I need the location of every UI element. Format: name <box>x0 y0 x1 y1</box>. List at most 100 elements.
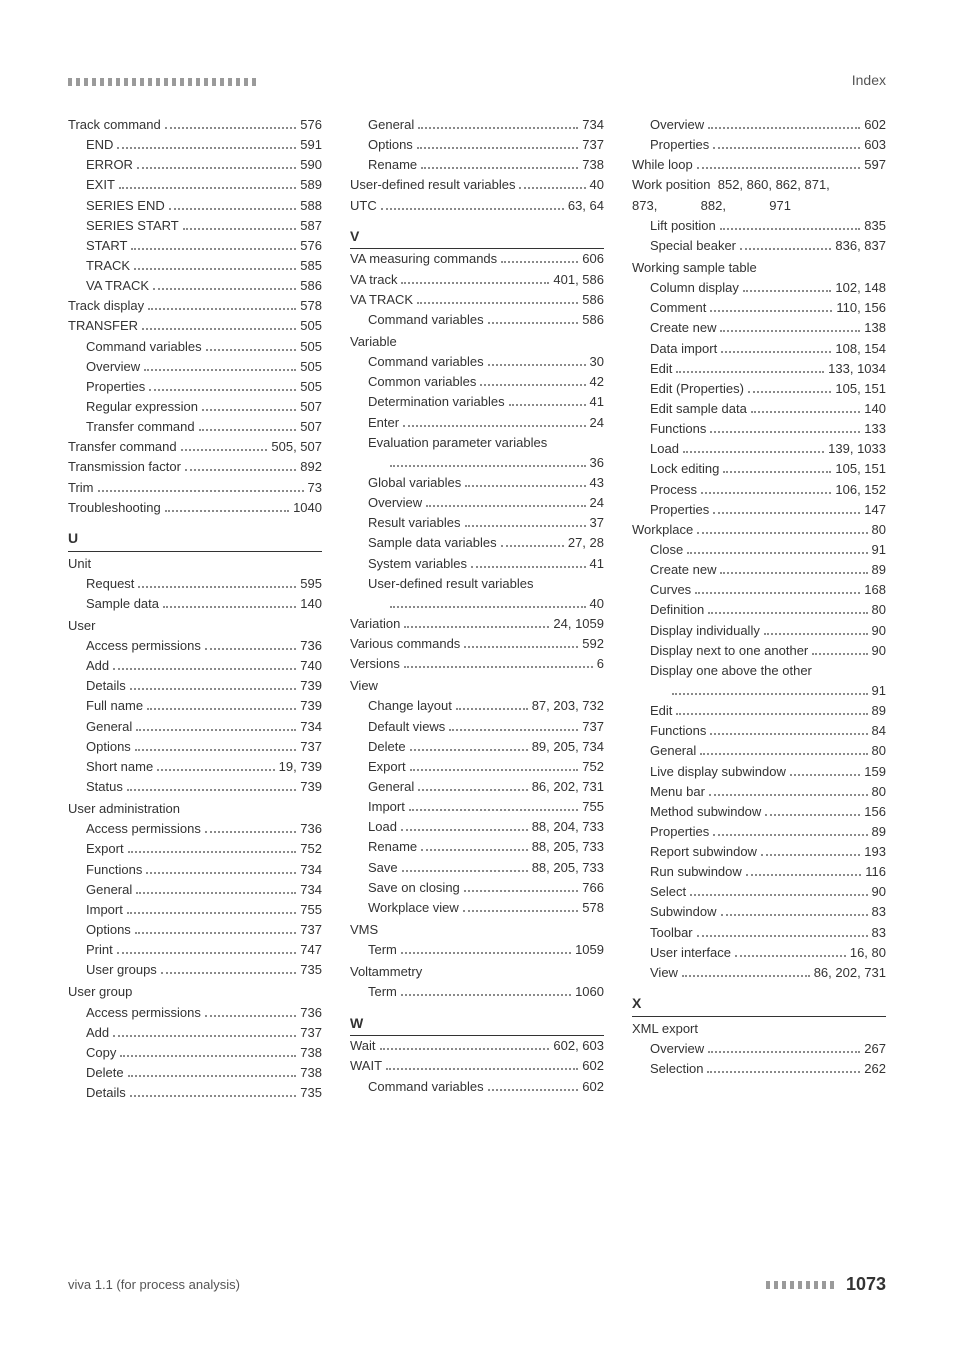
index-entry-page: 892 <box>300 457 322 477</box>
leader-dots <box>401 829 528 831</box>
index-entry-label: Trim <box>68 478 94 498</box>
leader-dots <box>812 653 867 655</box>
index-entry-page: 83 <box>872 902 886 922</box>
index-entry-label: Rename <box>368 155 417 175</box>
index-entry-label: Request <box>86 574 134 594</box>
leader-dots <box>710 733 867 735</box>
index-entry-page: 602 <box>582 1077 604 1097</box>
leader-dots <box>710 431 860 433</box>
index-entry-page: 737 <box>300 1023 322 1043</box>
index-entry: Copy738 <box>68 1043 322 1063</box>
index-entry: Overview505 <box>68 357 322 377</box>
index-entry-page: 106, 152 <box>835 480 886 500</box>
index-entry-label: Copy <box>86 1043 116 1063</box>
index-entry: Functions734 <box>68 860 322 880</box>
index-entry-label: Command variables <box>368 310 484 330</box>
index-entry: Live display subwindow159 <box>632 762 886 782</box>
index-entry-page: 738 <box>582 155 604 175</box>
index-entry-page: 835 <box>864 216 886 236</box>
index-entry-page: 736 <box>300 819 322 839</box>
leader-dots <box>488 364 586 366</box>
index-entry: VA measuring commands606 <box>350 249 604 269</box>
index-entry: Troubleshooting1040 <box>68 498 322 518</box>
leader-dots <box>700 753 867 755</box>
index-entry-label: Full name <box>86 696 143 716</box>
index-entry-page: 88, 205, 733 <box>532 837 604 857</box>
leader-dots <box>119 187 296 189</box>
index-entry-page: 80 <box>872 520 886 540</box>
leader-dots <box>708 1051 860 1053</box>
index-entry-page: 90 <box>872 641 886 661</box>
index-entry: END591 <box>68 135 322 155</box>
index-entry: Edit sample data140 <box>632 399 886 419</box>
index-entry: Export752 <box>68 839 322 859</box>
leader-dots <box>134 268 296 270</box>
index-entry: Edit89 <box>632 701 886 721</box>
index-entry-label: Menu bar <box>650 782 705 802</box>
index-entry-page: 105, 151 <box>835 379 886 399</box>
index-entry: General734 <box>350 115 604 135</box>
index-entry-page: 140 <box>300 594 322 614</box>
leader-dots <box>403 425 585 427</box>
index-entry: Full name739 <box>68 696 322 716</box>
leader-dots <box>199 429 297 431</box>
page-number: 1073 <box>846 1274 886 1295</box>
leader-dots <box>740 248 831 250</box>
index-entry: Toolbar83 <box>632 923 886 943</box>
leader-dots <box>708 612 867 614</box>
index-entry: User groups735 <box>68 960 322 980</box>
index-entry: Workplace view578 <box>350 898 604 918</box>
index-entry-page: 88, 204, 733 <box>532 817 604 837</box>
index-entry-label: Short name <box>86 757 153 777</box>
index-entry-label: UTC <box>350 196 377 216</box>
index-entry-page: 505 <box>300 316 322 336</box>
leader-dots <box>421 849 528 851</box>
index-entry-label: Load <box>650 439 679 459</box>
index-entry: SERIES START587 <box>68 216 322 236</box>
index-entry-page: 19, 739 <box>279 757 322 777</box>
index-entry-label: Edit <box>650 359 672 379</box>
index-entry: Special beaker836, 837 <box>632 236 886 256</box>
index-entry-page: 602 <box>582 1056 604 1076</box>
leader-dots <box>713 512 860 514</box>
index-entry: Workplace80 <box>632 520 886 540</box>
index-entry: Details735 <box>68 1083 322 1103</box>
leader-dots <box>147 708 296 710</box>
index-entry-page: 139, 1033 <box>828 439 886 459</box>
index-entry-label: Evaluation parameter variables <box>350 433 604 453</box>
index-entry-page: 766 <box>582 878 604 898</box>
index-entry: Lock editing105, 151 <box>632 459 886 479</box>
index-entry-page: 91 <box>872 540 886 560</box>
index-entry-page: 89 <box>872 701 886 721</box>
index-entry-page: 116 <box>865 862 886 882</box>
index-entry-page: 89 <box>872 560 886 580</box>
index-entry: WAIT602 <box>350 1056 604 1076</box>
leader-dots <box>751 411 860 413</box>
index-entry: Properties603 <box>632 135 886 155</box>
index-group-label: Working sample table <box>632 258 886 278</box>
index-entry-page: 89 <box>872 822 886 842</box>
index-group-label: User administration <box>68 799 322 819</box>
index-entry: Method subwindow156 <box>632 802 886 822</box>
index-entry-label: Variation <box>350 614 400 634</box>
index-entry-label: Import <box>86 900 123 920</box>
index-entry: Sample data variables27, 28 <box>350 533 604 553</box>
index-entry-page: 90 <box>872 621 886 641</box>
index-entry-page: 43 <box>590 473 604 493</box>
index-entry-page: 133 <box>864 419 886 439</box>
index-entry: Save88, 205, 733 <box>350 858 604 878</box>
index-entry-page: 505 <box>300 337 322 357</box>
leader-dots <box>128 851 297 853</box>
index-entry-page: 734 <box>300 860 322 880</box>
leader-dots <box>98 490 304 492</box>
leader-dots <box>682 975 810 977</box>
index-entry: Print747 <box>68 940 322 960</box>
leader-dots <box>117 147 296 149</box>
leader-dots <box>206 349 297 351</box>
index-entry-label: Details <box>86 1083 126 1103</box>
index-entry-page: 80 <box>872 741 886 761</box>
leader-dots <box>131 248 296 250</box>
index-entry: Edit (Properties)105, 151 <box>632 379 886 399</box>
index-entry-label: Access permissions <box>86 1003 201 1023</box>
leader-dots <box>701 492 831 494</box>
